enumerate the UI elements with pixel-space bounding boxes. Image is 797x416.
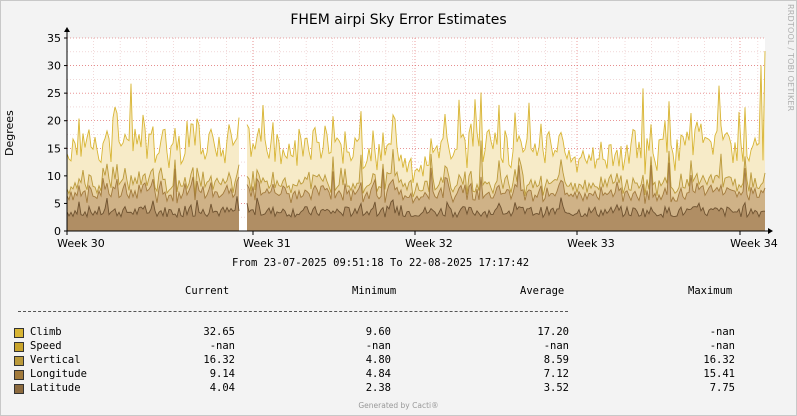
y-tick-label: 10 — [47, 170, 61, 183]
legend-value-maximum: -nan — [709, 326, 735, 338]
y-tick-label: 0 — [54, 225, 61, 238]
y-tick-label: 15 — [47, 142, 61, 155]
series-latitude-area — [67, 196, 765, 231]
legend-value-maximum: 16.32 — [703, 354, 735, 366]
y-tick-label: 35 — [47, 32, 61, 45]
legend-value-minimum: 4.80 — [365, 354, 391, 366]
legend-series-name: Climb — [30, 326, 62, 338]
legend-series-name: Latitude — [30, 382, 81, 394]
legend-value-minimum: -nan — [365, 340, 391, 352]
header-minimum: Minimum — [352, 285, 397, 297]
legend-series-name: Longitude — [30, 368, 87, 380]
header-maximum: Maximum — [688, 285, 733, 297]
footer-generated-by: Generated by Cacti® — [358, 401, 439, 410]
legend-swatch — [14, 342, 24, 352]
legend-swatch — [14, 370, 24, 380]
legend-row-longitude: Longitude 9.14 4.84 7.12 15.41 — [14, 368, 735, 381]
x-tick-label: Week 32 — [405, 237, 453, 250]
legend-row-speed: Speed -nan -nan -nan -nan — [14, 340, 735, 353]
y-tick-label: 30 — [47, 60, 61, 73]
legend-row-climb: Climb 32.65 9.60 17.20 -nan — [14, 326, 735, 339]
y-tick-label: 20 — [47, 115, 61, 128]
plot-area: 0 5 10 15 20 25 30 35 Week 30 Week 31 Week 32 Week … — [47, 27, 778, 250]
legend-swatch — [14, 328, 24, 338]
legend-value-current: -nan — [209, 340, 235, 352]
date-range: From 23-07-2025 09:51:18 To 22-08-2025 1… — [232, 257, 530, 269]
legend-value-maximum: 7.75 — [709, 382, 735, 394]
legend-value-average: 17.20 — [537, 326, 569, 338]
series-vertical-line — [66, 140, 766, 198]
series-latitude-line — [66, 196, 766, 219]
series-longitude-line — [66, 162, 766, 205]
legend-row-latitude: Latitude 4.04 2.38 3.52 7.75 — [14, 382, 735, 395]
legend-value-minimum: 4.84 — [365, 368, 391, 380]
header-average: Average — [520, 285, 565, 297]
x-tick-label: Week 30 — [57, 237, 105, 250]
legend-swatch — [14, 356, 24, 366]
legend-series-name: Vertical — [30, 354, 81, 366]
x-tick-label: Week 31 — [243, 237, 291, 250]
legend-series-name: Speed — [30, 340, 62, 352]
legend-value-current: 9.14 — [209, 368, 235, 380]
legend-value-current: 32.65 — [203, 326, 235, 338]
x-tick-label: Week 33 — [567, 237, 615, 250]
series-climb-line — [66, 50, 766, 183]
chart-title: FHEM airpi Sky Error Estimates — [290, 12, 507, 28]
x-axis-arrow — [768, 228, 773, 234]
header-current: Current — [185, 285, 230, 297]
legend-row-vertical: Vertical 16.32 4.80 8.59 16.32 — [14, 354, 735, 367]
legend-value-maximum: 15.41 — [703, 368, 735, 380]
y-tick-label: 5 — [54, 197, 61, 210]
rrdtool-watermark: RRDTOOL / TOBI OETIKER — [786, 4, 795, 112]
legend-value-minimum: 9.60 — [365, 326, 391, 338]
legend-value-average: 3.52 — [543, 382, 569, 394]
legend-value-average: -nan — [543, 340, 569, 352]
legend-value-maximum: -nan — [709, 340, 735, 352]
legend-value-average: 8.59 — [543, 354, 569, 366]
y-tick-label: 25 — [47, 87, 61, 100]
legend-swatch — [14, 384, 24, 394]
x-tick-label: Week 34 — [730, 237, 778, 250]
legend-value-minimum: 2.38 — [365, 382, 391, 394]
legend-value-current: 16.32 — [203, 354, 235, 366]
legend-separator — [18, 311, 568, 312]
legend-value-average: 7.12 — [543, 368, 569, 380]
y-axis-arrow — [64, 27, 70, 32]
legend-value-current: 4.04 — [209, 382, 235, 394]
